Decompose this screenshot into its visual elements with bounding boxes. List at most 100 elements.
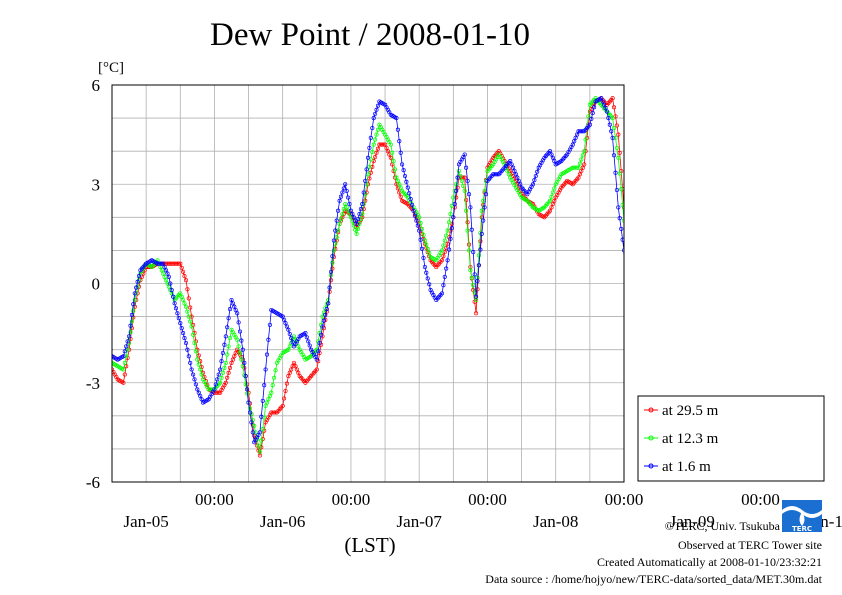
- data-point: [166, 274, 171, 279]
- data-point: [513, 172, 518, 177]
- data-point: [215, 390, 220, 395]
- data-point: [688, 327, 691, 330]
- data-point: [647, 316, 650, 319]
- data-point: [287, 331, 292, 337]
- data-point: [338, 216, 344, 222]
- legend-label-29-5m: at 29.5 m: [662, 403, 719, 419]
- data-point: [92, 406, 95, 409]
- data-point: [696, 269, 699, 272]
- data-point: [716, 222, 719, 225]
- data-point: [709, 197, 712, 200]
- data-point: [508, 159, 513, 164]
- data-point: [183, 340, 189, 346]
- data-point: [481, 218, 486, 223]
- data-point: [343, 182, 348, 187]
- data-point: [186, 354, 191, 359]
- data-point: [474, 311, 479, 316]
- data-point: [421, 255, 426, 260]
- data-point: [674, 325, 677, 328]
- data-point: [365, 155, 371, 160]
- data-point: [401, 168, 406, 173]
- data-point: [363, 198, 368, 203]
- x-tick-label: 00:00: [741, 490, 780, 509]
- data-point: [652, 331, 655, 334]
- data-point: [226, 344, 231, 349]
- data-point: [483, 192, 489, 197]
- data-point: [547, 208, 553, 213]
- data-point: [284, 324, 289, 329]
- data-point: [303, 331, 308, 336]
- data-point: [672, 331, 675, 334]
- data-point: [699, 236, 702, 239]
- data-point: [639, 302, 642, 305]
- data-point: [314, 357, 319, 362]
- data-point: [549, 194, 554, 199]
- data-point: [99, 361, 102, 364]
- series-at-1-6-m: [112, 96, 719, 445]
- data-point: [158, 261, 163, 266]
- data-point: [188, 305, 193, 310]
- data-point: [283, 321, 288, 326]
- data-point: [191, 372, 196, 377]
- data-point: [493, 172, 499, 177]
- data-point: [125, 339, 130, 344]
- data-point: [106, 378, 109, 381]
- data-point: [692, 288, 695, 291]
- data-point: [695, 249, 698, 252]
- data-point: [131, 308, 136, 313]
- data-point: [171, 294, 176, 299]
- data-point: [282, 317, 287, 322]
- data-point: [168, 261, 173, 266]
- data-point: [181, 297, 186, 303]
- data-point: [634, 272, 637, 275]
- data-point: [227, 365, 233, 370]
- data-point: [570, 165, 575, 170]
- data-point: [195, 387, 200, 392]
- data-point: [679, 384, 682, 387]
- data-point: [708, 193, 711, 196]
- data-point: [199, 397, 204, 402]
- data-point: [577, 172, 582, 177]
- data-point: [656, 328, 659, 331]
- data-point: [398, 194, 403, 199]
- data-point: [468, 268, 473, 273]
- data-point: [675, 370, 678, 373]
- data-point: [639, 295, 642, 298]
- x-day-label: Jan-07: [397, 512, 443, 531]
- data-point: [668, 348, 671, 351]
- data-point: [330, 260, 335, 265]
- data-point: [282, 396, 287, 401]
- data-point: [518, 182, 523, 187]
- data-point: [216, 390, 221, 395]
- data-point: [656, 371, 659, 374]
- data-point: [685, 322, 688, 325]
- data-point: [651, 335, 654, 338]
- data-point: [387, 152, 392, 157]
- data-point: [227, 336, 233, 341]
- data-point: [415, 223, 420, 228]
- data-point: [375, 146, 381, 151]
- data-point: [419, 246, 425, 251]
- x-day-label: Jan-08: [533, 512, 578, 531]
- data-point: [445, 241, 450, 246]
- data-point: [662, 361, 665, 364]
- data-point: [331, 248, 336, 253]
- data-point: [336, 228, 341, 233]
- data-point: [373, 111, 378, 116]
- data-point: [354, 231, 359, 236]
- data-point: [616, 155, 621, 160]
- legend-entry-29-5m: at 29.5 m: [644, 403, 719, 419]
- data-point: [628, 252, 631, 255]
- data-point: [341, 186, 346, 191]
- series-at-29-5-m: [92, 96, 719, 458]
- data-point: [397, 139, 402, 144]
- data-point: [691, 295, 694, 298]
- data-point: [307, 343, 312, 348]
- data-point: [355, 216, 361, 222]
- data-point: [716, 214, 719, 217]
- legend-label-1-6m: at 1.6 m: [662, 459, 711, 475]
- data-point: [625, 231, 628, 234]
- data-point: [103, 354, 106, 357]
- data-point: [603, 106, 608, 111]
- data-point: [582, 149, 587, 154]
